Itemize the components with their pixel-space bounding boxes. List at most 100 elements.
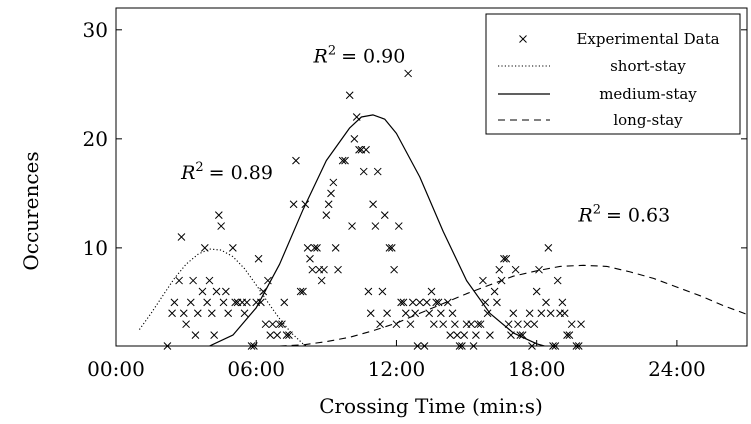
long-stay-curve bbox=[279, 264, 747, 346]
data-point bbox=[228, 244, 237, 252]
r-superscript: 2 bbox=[328, 44, 336, 59]
data-point bbox=[362, 145, 370, 154]
data-point bbox=[383, 309, 391, 318]
data-point bbox=[518, 331, 527, 339]
data-point bbox=[446, 331, 455, 339]
data-point bbox=[203, 298, 211, 307]
data-point bbox=[495, 265, 504, 274]
data-point bbox=[257, 298, 265, 307]
data-point bbox=[217, 222, 226, 230]
data-point bbox=[553, 276, 562, 285]
data-point bbox=[530, 320, 539, 329]
data-point bbox=[567, 320, 576, 329]
r-value: = 0.89 bbox=[209, 162, 273, 184]
data-point bbox=[273, 331, 282, 339]
data-point bbox=[278, 320, 286, 329]
data-point bbox=[310, 244, 319, 252]
data-point bbox=[324, 200, 333, 209]
data-point bbox=[243, 298, 251, 307]
data-point bbox=[476, 320, 485, 329]
data-point bbox=[392, 320, 401, 329]
data-point bbox=[390, 265, 398, 274]
data-point bbox=[565, 331, 574, 339]
data-point bbox=[532, 287, 541, 296]
data-point bbox=[448, 309, 457, 318]
r-symbol: R bbox=[313, 46, 328, 68]
data-point bbox=[296, 287, 305, 296]
data-point bbox=[364, 287, 373, 296]
data-point bbox=[537, 309, 546, 318]
data-point bbox=[560, 309, 569, 318]
data-point bbox=[350, 134, 359, 143]
data-point bbox=[371, 222, 380, 230]
data-point bbox=[514, 320, 522, 329]
y-axis-label: Occurences bbox=[19, 151, 43, 270]
data-point bbox=[224, 309, 233, 318]
data-point bbox=[574, 342, 583, 350]
data-point bbox=[268, 320, 277, 329]
data-point bbox=[507, 331, 515, 339]
data-point bbox=[394, 222, 403, 230]
data-point bbox=[369, 200, 377, 209]
x-tick-label: 12:00 bbox=[368, 357, 426, 381]
data-point bbox=[415, 298, 424, 307]
data-point bbox=[313, 244, 321, 252]
data-point bbox=[366, 309, 375, 318]
r-squared-label: R2 = 0.63 bbox=[577, 203, 670, 227]
data-point bbox=[546, 309, 555, 318]
data-point bbox=[572, 342, 581, 350]
data-point bbox=[338, 156, 347, 165]
data-point bbox=[474, 320, 483, 329]
data-point bbox=[490, 287, 499, 296]
data-point bbox=[563, 331, 571, 339]
fit-curves bbox=[138, 114, 747, 346]
x-axis-ticks: 00:00 06:00 12:00 18:00 24:00 bbox=[87, 340, 706, 381]
data-point bbox=[261, 320, 270, 329]
x-tick-label: 06:00 bbox=[227, 357, 285, 381]
data-point bbox=[544, 244, 553, 252]
medium-stay-curve bbox=[209, 114, 547, 346]
data-point bbox=[577, 320, 585, 329]
data-point bbox=[221, 287, 230, 296]
r-squared-label: R2 = 0.89 bbox=[180, 160, 273, 184]
data-point bbox=[348, 222, 356, 230]
data-point bbox=[175, 276, 183, 285]
data-point bbox=[329, 178, 338, 187]
plot-border bbox=[115, 7, 748, 347]
data-point bbox=[453, 331, 462, 339]
data-point bbox=[301, 200, 310, 209]
data-point bbox=[502, 254, 511, 263]
data-point bbox=[509, 309, 518, 318]
data-point bbox=[280, 298, 289, 307]
data-point bbox=[483, 309, 492, 318]
data-point bbox=[352, 113, 361, 121]
data-point bbox=[186, 298, 195, 307]
data-point bbox=[523, 320, 532, 329]
x-tick-label: 18:00 bbox=[508, 357, 566, 381]
data-point bbox=[205, 276, 214, 285]
data-point bbox=[432, 298, 441, 307]
legend-label: medium-stay bbox=[599, 85, 697, 103]
data-point bbox=[373, 167, 382, 176]
data-point bbox=[525, 309, 534, 318]
data-point bbox=[359, 167, 368, 176]
data-point bbox=[219, 298, 228, 307]
data-point bbox=[551, 342, 560, 350]
data-point bbox=[264, 276, 272, 285]
y-tick-label: 20 bbox=[83, 127, 108, 151]
legend-box bbox=[485, 13, 741, 135]
data-point bbox=[444, 298, 452, 307]
x-axis-label: Crossing Time (min:s) bbox=[319, 394, 543, 418]
data-point bbox=[472, 331, 480, 339]
data-point bbox=[285, 331, 293, 339]
y-axis-ticks: 10 20 30 bbox=[83, 18, 747, 260]
data-point bbox=[479, 276, 487, 285]
data-point bbox=[542, 298, 550, 307]
data-point bbox=[455, 342, 464, 350]
data-point bbox=[399, 298, 408, 307]
data-point bbox=[168, 309, 176, 318]
data-point bbox=[303, 244, 312, 252]
data-point bbox=[406, 320, 415, 329]
